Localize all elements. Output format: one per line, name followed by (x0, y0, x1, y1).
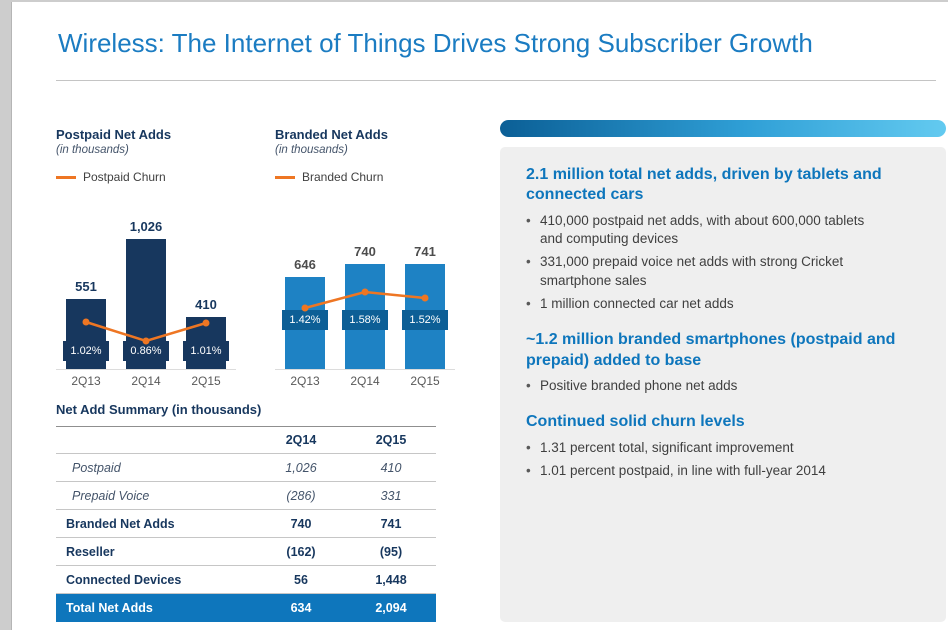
x-axis: 2Q13 2Q14 2Q15 (275, 374, 455, 388)
panel-heading: ~1.2 million branded smartphones (postpa… (526, 331, 896, 369)
row-value: 1,026 (285, 460, 317, 475)
table-row-total-net-adds: Total Net Adds 634 2,094 (56, 594, 436, 622)
row-label: Connected Devices (66, 572, 182, 587)
plot-area: 646 1.42% 740 1.58% 741 1.52% (275, 200, 455, 370)
x-axis: 2Q13 2Q14 2Q15 (56, 374, 236, 388)
bullet-icon: • (526, 439, 531, 455)
x-axis-label: 2Q15 (191, 374, 221, 388)
slide-title: Wireless: The Internet of Things Drives … (58, 28, 813, 58)
net-add-summary-table: 2Q14 2Q15 Postpaid 1,026 410 Prepaid Voice (28… (56, 426, 436, 622)
bar-value-label: 551 (75, 279, 97, 294)
header-2Q15: 2Q15 (375, 433, 407, 447)
row-value: (162) (286, 544, 316, 559)
bar-value-label: 1,026 (129, 219, 163, 234)
table-row-prepaid-voice: Prepaid Voice (286) 331 (56, 482, 436, 510)
bullet-item: • 1.31 percent total, significant improve… (526, 439, 916, 457)
row-label: Prepaid Voice (72, 488, 150, 503)
bullet-icon: • (526, 212, 531, 228)
chart-title: Branded Net Adds (275, 127, 388, 142)
bar-value-label: 410 (195, 297, 217, 312)
row-value: 2,094 (375, 601, 407, 615)
bullet-text: 1.01 percent postpaid, in line with full… (540, 462, 826, 478)
churn-line-swatch-icon (275, 175, 295, 179)
bullet-icon: • (526, 254, 531, 270)
branded-net-adds-chart: Branded Net Adds (in thousands) Branded … (275, 127, 470, 412)
bullet-text: 1.31 percent total, significant improvem… (540, 439, 794, 455)
panel-section-3: Continued solid churn levels • 1.31 percen… (526, 412, 916, 480)
bullet-icon: • (526, 295, 531, 311)
chart-legend: Branded Churn (275, 170, 383, 184)
x-axis-label: 2Q15 (410, 374, 440, 388)
title-divider (56, 80, 936, 81)
bullet-icon: • (526, 462, 531, 478)
churn-value-label: 1.52% (402, 310, 448, 330)
x-axis-label: 2Q14 (131, 374, 161, 388)
table-row-connected-devices: Connected Devices 56 1,448 (56, 566, 436, 594)
churn-line-swatch-icon (56, 175, 76, 179)
row-value: (286) (286, 488, 316, 503)
table-title: Net Add Summary (in thousands) (56, 402, 262, 417)
panel-heading: 2.1 million total net adds, driven by ta… (526, 166, 882, 204)
row-value: 56 (294, 572, 308, 587)
bullet-item: • 1.01 percent postpaid, in line with ful… (526, 462, 916, 480)
bullet-item: • 1 million connected car net adds (526, 295, 916, 313)
panel-header-bar (500, 120, 946, 137)
bullet-text: 410,000 postpaid net adds, with about 60… (540, 212, 865, 247)
bullet-text: Positive branded phone net adds (540, 377, 738, 393)
panel-heading: Continued solid churn levels (526, 413, 745, 431)
panel-body: 2.1 million total net adds, driven by ta… (500, 147, 946, 622)
bullet-item: • Positive branded phone net adds (526, 377, 916, 395)
x-axis-label: 2Q13 (290, 374, 320, 388)
header-2Q14: 2Q14 (285, 433, 317, 447)
row-value: 331 (380, 488, 402, 503)
panel-section-2: ~1.2 million branded smartphones (postpa… (526, 330, 916, 395)
chart-subtitle: (in thousands) (56, 144, 129, 156)
row-value: (95) (379, 544, 403, 559)
bullet-text: 331,000 prepaid voice net adds with stro… (540, 254, 844, 288)
row-value: 410 (380, 460, 402, 475)
bullet-item: • 410,000 postpaid net adds, with about 6… (526, 212, 916, 248)
table-row-postpaid: Postpaid 1,026 410 (56, 454, 436, 482)
chart-legend: Postpaid Churn (56, 170, 166, 184)
table-row-branded-net-adds: Branded Net Adds 740 741 (56, 510, 436, 538)
chart-subtitle: (in thousands) (275, 144, 348, 156)
churn-value-label: 1.42% (282, 310, 328, 330)
row-value: 740 (290, 516, 312, 531)
churn-value-label: 1.01% (183, 341, 229, 361)
x-axis-label: 2Q13 (71, 374, 101, 388)
bullet-item: • 331,000 prepaid voice net adds with str… (526, 253, 916, 289)
bar-value-label: 646 (294, 257, 316, 272)
panel-section-1: 2.1 million total net adds, driven by ta… (526, 165, 916, 313)
churn-value-label: 1.02% (63, 341, 109, 361)
row-value: 634 (290, 601, 312, 615)
bullet-icon: • (526, 377, 531, 393)
row-value: 741 (380, 516, 402, 531)
x-axis-label: 2Q14 (350, 374, 380, 388)
plot-area: 551 1.02% 1,026 0.86% 410 1.01% (56, 200, 236, 370)
bullet-text: 1 million connected car net adds (540, 295, 734, 311)
row-label: Reseller (66, 544, 115, 559)
bar-value-label: 740 (354, 244, 376, 259)
postpaid-net-adds-chart: Postpaid Net Adds (in thousands) Postpai… (56, 127, 251, 412)
row-label: Postpaid (72, 460, 121, 475)
row-value: 1,448 (375, 572, 407, 587)
bar-value-label: 741 (414, 244, 436, 259)
churn-value-label: 1.58% (342, 310, 388, 330)
churn-value-label: 0.86% (123, 341, 169, 361)
row-label: Total Net Adds (66, 601, 153, 615)
slide: Wireless: The Internet of Things Drives … (12, 2, 948, 630)
table-row-reseller: Reseller (162) (95) (56, 538, 436, 566)
row-label: Branded Net Adds (66, 516, 175, 531)
table-header-row: 2Q14 2Q15 (56, 426, 436, 454)
chart-title: Postpaid Net Adds (56, 127, 172, 142)
legend-label: Branded Churn (302, 170, 384, 184)
highlights-panel: 2.1 million total net adds, driven by ta… (500, 120, 946, 622)
legend-label: Postpaid Churn (83, 170, 166, 184)
